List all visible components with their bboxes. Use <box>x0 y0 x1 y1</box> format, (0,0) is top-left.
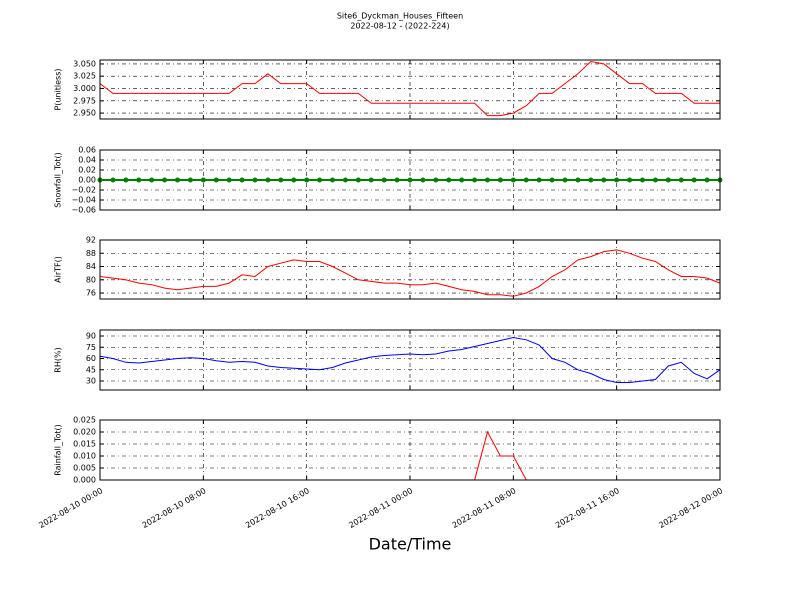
y-tick-label: 2.950 <box>73 109 96 118</box>
data-point <box>575 177 581 183</box>
y-tick-label: 30 <box>86 377 96 386</box>
y-tick-label: 0.000 <box>73 476 96 485</box>
y-tick-label: −0.06 <box>71 206 96 215</box>
data-point <box>704 177 710 183</box>
data-point <box>614 177 620 183</box>
y-tick-label: 76 <box>86 289 96 298</box>
y-tick-label: 0.00 <box>78 176 96 185</box>
y-tick-label: 3.050 <box>73 59 96 68</box>
data-point <box>265 177 271 183</box>
data-point <box>226 177 232 183</box>
data-point <box>536 177 542 183</box>
plot-frame <box>99 59 721 120</box>
data-point <box>368 177 374 183</box>
data-point <box>162 177 168 183</box>
y-tick-label: −0.02 <box>71 186 96 195</box>
data-point <box>330 177 335 183</box>
chart-title: Site6_Dyckman_Houses_Fifteen <box>337 12 463 21</box>
plot-frame <box>99 149 721 211</box>
data-point <box>317 177 323 183</box>
y-axis-label: P(unitless) <box>54 68 63 110</box>
chart-subtitle: 2022-08-12 - (2022-224) <box>350 22 449 31</box>
data-point <box>601 177 607 183</box>
data-point <box>652 177 658 183</box>
data-point <box>549 177 555 183</box>
data-point <box>420 177 426 183</box>
data-point <box>123 177 129 183</box>
data-point <box>588 177 594 183</box>
data-line <box>99 249 721 297</box>
data-point <box>136 177 142 183</box>
data-point <box>239 177 245 183</box>
data-point <box>381 177 387 183</box>
data-point <box>175 177 180 183</box>
data-point <box>446 177 452 183</box>
data-point <box>110 177 116 183</box>
y-tick-label: 75 <box>86 343 96 352</box>
y-tick-label: 92 <box>86 236 96 245</box>
data-point <box>407 177 413 183</box>
data-point <box>291 177 297 183</box>
y-axis-label: RH(%) <box>54 347 63 372</box>
y-tick-label: 88 <box>86 249 96 258</box>
plot-frame <box>99 329 721 391</box>
y-tick-label: 0.020 <box>73 428 96 437</box>
y-tick-label: 0.06 <box>78 146 96 155</box>
y-tick-label: 0.005 <box>73 464 96 473</box>
data-point <box>523 177 529 183</box>
y-tick-label: 60 <box>86 354 96 363</box>
data-point <box>433 177 439 183</box>
data-point <box>678 177 684 183</box>
plot-frame <box>99 419 721 481</box>
data-point <box>278 177 284 183</box>
y-tick-label: 90 <box>86 332 96 341</box>
data-point <box>562 177 568 183</box>
data-point <box>304 177 310 183</box>
data-point <box>459 177 465 183</box>
y-axis-label: Snowfall_Tot() <box>54 152 63 208</box>
y-axis-label: AirTF() <box>54 256 63 283</box>
y-tick-label: 0.025 <box>73 416 96 425</box>
data-point <box>252 177 258 183</box>
y-tick-label: 45 <box>86 365 96 374</box>
data-point <box>691 177 697 183</box>
data-point <box>355 177 361 183</box>
data-line <box>99 60 720 117</box>
y-tick-label: 3.025 <box>73 72 96 81</box>
y-tick-label: 3.000 <box>73 84 96 93</box>
data-point <box>665 177 671 183</box>
data-point <box>213 177 219 183</box>
data-point <box>149 177 155 183</box>
data-point <box>472 177 478 183</box>
y-tick-label: 84 <box>86 262 96 271</box>
data-point <box>342 177 348 183</box>
y-axis-label: Rainfall_Tot() <box>54 424 63 476</box>
data-point <box>497 177 503 183</box>
data-point <box>485 177 490 183</box>
data-point <box>640 177 645 183</box>
y-tick-label: 80 <box>86 275 96 284</box>
y-tick-label: 2.975 <box>73 96 96 105</box>
y-tick-label: 0.015 <box>73 440 96 449</box>
plot-frame <box>99 239 721 300</box>
y-tick-label: 0.04 <box>78 156 96 165</box>
data-point <box>627 177 633 183</box>
data-point <box>510 177 516 183</box>
data-point <box>187 177 193 183</box>
y-tick-label: 0.02 <box>78 166 96 175</box>
x-axis-label: Date/Time <box>369 535 452 554</box>
y-tick-label: −0.04 <box>71 196 96 205</box>
data-point <box>200 177 206 183</box>
data-line <box>99 336 721 383</box>
data-point <box>394 177 400 183</box>
y-tick-label: 0.010 <box>73 452 96 461</box>
